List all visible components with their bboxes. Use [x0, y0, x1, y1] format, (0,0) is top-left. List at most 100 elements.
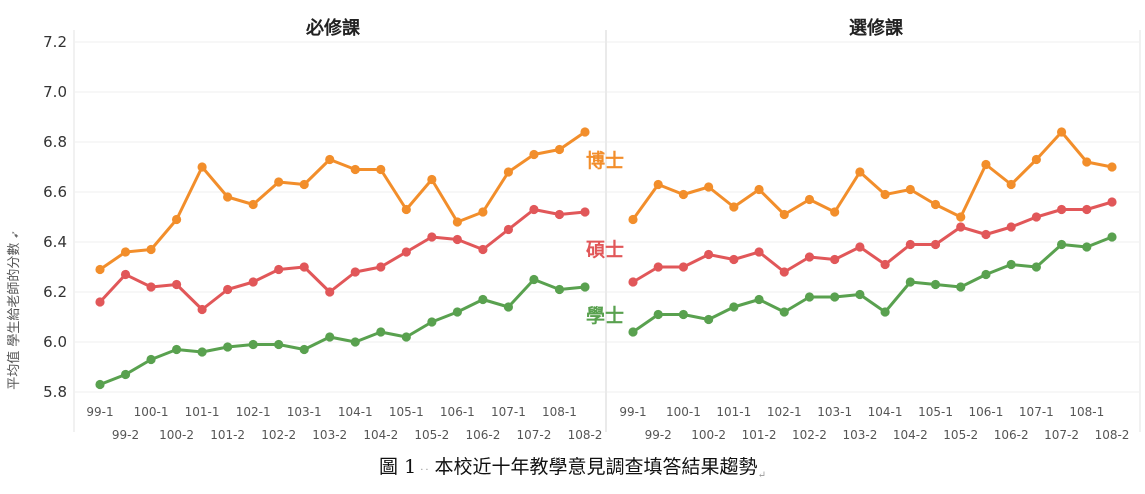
data-point — [299, 179, 309, 190]
data-point — [678, 309, 689, 320]
data-point — [452, 234, 462, 245]
data-point — [729, 302, 739, 312]
x-tick-label: 101-2 — [210, 428, 245, 442]
caption-separator: ·· — [420, 465, 431, 476]
data-point — [350, 164, 360, 175]
data-point — [628, 327, 638, 337]
data-point — [274, 264, 284, 275]
data-point — [1006, 259, 1016, 270]
data-point — [274, 339, 284, 350]
series-label: 學士 — [586, 305, 624, 327]
data-point — [704, 182, 714, 192]
figure-caption: 圖 1 ·· 本校近十年教學意見調查填答結果趨勢↵ — [0, 452, 1145, 481]
data-point — [729, 202, 739, 212]
data-point — [1056, 127, 1067, 137]
data-point — [830, 254, 840, 265]
data-point — [779, 267, 789, 277]
data-point — [120, 369, 131, 380]
data-point — [401, 247, 411, 257]
data-point — [171, 214, 182, 225]
data-point — [678, 262, 689, 272]
data-point — [325, 154, 335, 165]
data-point — [754, 294, 764, 305]
x-tick-label: 99-2 — [645, 428, 672, 442]
y-tick-label: 6.8 — [43, 133, 67, 151]
data-point — [376, 262, 386, 272]
data-point — [855, 167, 865, 177]
data-point — [653, 179, 663, 190]
x-tick-label: 101-1 — [185, 405, 220, 419]
x-tick-label: 99-1 — [86, 405, 113, 419]
data-point — [779, 209, 789, 220]
x-tick-label: 100-2 — [691, 428, 726, 442]
data-point — [299, 262, 309, 272]
data-point — [350, 267, 360, 277]
x-tick-label: 102-1 — [236, 405, 271, 419]
series-line — [98, 278, 587, 386]
caption-text: 本校近十年教學意見調查填答結果趨勢 — [434, 456, 758, 478]
data-point — [95, 264, 105, 275]
x-tick-label: 100-1 — [134, 405, 169, 419]
data-point — [855, 289, 865, 300]
x-tick-label: 99-2 — [112, 428, 139, 442]
data-point — [503, 167, 514, 177]
data-point — [678, 189, 689, 200]
data-point — [580, 282, 590, 292]
data-point — [1006, 179, 1016, 190]
y-axis-title-text: 平均值 學生給老師的分數 — [7, 242, 22, 390]
x-tick-label: 107-1 — [1019, 405, 1054, 419]
data-point — [120, 247, 131, 257]
x-tick-label: 103-2 — [842, 428, 877, 442]
data-point — [197, 162, 207, 172]
data-point — [628, 277, 638, 287]
data-point — [529, 274, 539, 285]
x-tick-label: 105-1 — [918, 405, 953, 419]
x-tick-label: 108-2 — [568, 428, 603, 442]
data-point — [503, 224, 514, 235]
data-point — [478, 244, 488, 255]
x-tick-label: 104-1 — [868, 405, 903, 419]
data-point — [146, 282, 156, 292]
data-point — [754, 184, 764, 195]
x-tick-label: 104-2 — [893, 428, 928, 442]
caption-label: 圖 1 — [379, 456, 417, 478]
data-point — [299, 344, 309, 355]
data-point — [729, 254, 739, 265]
x-tick-label: 106-2 — [465, 428, 500, 442]
x-tick-label: 105-1 — [389, 405, 424, 419]
data-point — [653, 309, 663, 320]
data-point — [197, 347, 207, 357]
x-tick-label: 99-1 — [619, 405, 646, 419]
data-point — [1107, 197, 1117, 207]
y-tick-label: 6.4 — [43, 233, 67, 251]
x-tick-label: 105-2 — [414, 428, 449, 442]
data-point — [905, 184, 915, 195]
data-point — [376, 327, 386, 337]
data-point — [223, 192, 233, 202]
y-tick-label: 7.0 — [43, 83, 67, 101]
data-point — [628, 214, 638, 225]
panel-title: 必修課 — [305, 17, 361, 39]
data-point — [554, 144, 565, 155]
y-tick-label: 6.6 — [43, 183, 67, 201]
x-tick-label: 101-1 — [716, 405, 751, 419]
data-point — [905, 239, 915, 250]
data-point — [930, 279, 941, 290]
x-tick-label: 106-1 — [440, 405, 475, 419]
data-point — [1107, 232, 1117, 242]
data-point — [223, 342, 233, 352]
series-line — [98, 130, 587, 271]
data-point — [146, 354, 156, 365]
data-point — [930, 239, 941, 250]
data-point — [274, 177, 284, 187]
data-point — [171, 279, 182, 290]
data-point — [1031, 154, 1041, 165]
data-point — [1031, 262, 1041, 272]
x-tick-label: 108-2 — [1095, 428, 1130, 442]
data-point — [754, 247, 764, 257]
x-tick-label: 107-1 — [491, 405, 526, 419]
data-point — [1107, 162, 1117, 172]
data-point — [804, 252, 815, 262]
paragraph-mark-icon: ↵ — [757, 469, 766, 481]
data-point — [452, 307, 462, 317]
